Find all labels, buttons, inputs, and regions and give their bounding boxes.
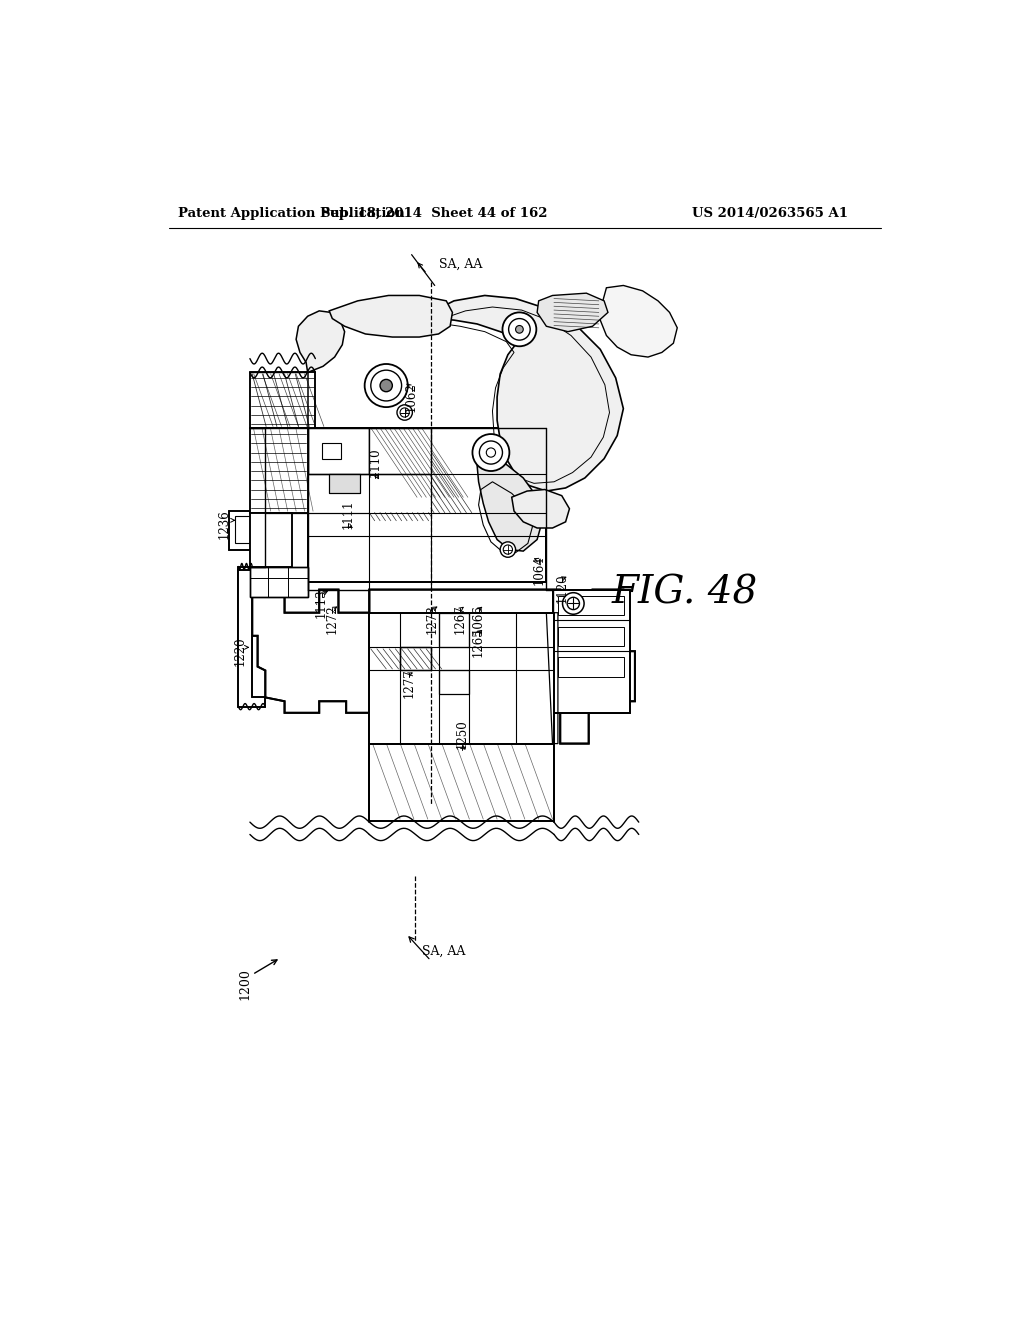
Bar xyxy=(370,428,431,474)
Bar xyxy=(370,743,554,821)
Text: Sep. 18, 2014  Sheet 44 of 162: Sep. 18, 2014 Sheet 44 of 162 xyxy=(322,207,548,220)
Bar xyxy=(307,428,370,474)
Bar xyxy=(307,428,370,474)
Bar xyxy=(250,428,307,512)
Bar xyxy=(322,444,341,459)
Text: FIG. 48: FIG. 48 xyxy=(611,576,758,612)
Circle shape xyxy=(397,405,413,420)
Text: 1200: 1200 xyxy=(238,968,251,999)
Polygon shape xyxy=(600,285,677,358)
Text: 1064: 1064 xyxy=(532,554,545,585)
Bar xyxy=(370,743,554,821)
Bar xyxy=(307,428,547,582)
Bar xyxy=(234,516,258,544)
Text: 1272: 1272 xyxy=(326,605,339,634)
Circle shape xyxy=(562,593,584,614)
Circle shape xyxy=(500,541,515,557)
Bar xyxy=(400,647,431,671)
Bar xyxy=(330,474,360,494)
Text: US 2014/0263565 A1: US 2014/0263565 A1 xyxy=(691,207,848,220)
Polygon shape xyxy=(239,566,252,659)
Bar xyxy=(553,590,630,713)
Bar xyxy=(250,566,307,597)
Circle shape xyxy=(515,326,523,333)
Text: SA, AA: SA, AA xyxy=(422,945,465,958)
Circle shape xyxy=(503,313,537,346)
Bar xyxy=(330,474,360,494)
Bar xyxy=(250,428,307,512)
Circle shape xyxy=(365,364,408,407)
Bar xyxy=(558,627,625,645)
Text: 1110: 1110 xyxy=(369,447,382,478)
Circle shape xyxy=(380,379,392,392)
Polygon shape xyxy=(330,296,453,337)
Text: 1113: 1113 xyxy=(315,589,328,618)
Bar xyxy=(307,428,547,582)
Polygon shape xyxy=(296,312,345,372)
Text: 1265: 1265 xyxy=(472,627,485,657)
Bar xyxy=(400,647,431,671)
Text: Patent Application Publication: Patent Application Publication xyxy=(178,207,406,220)
Text: 1062: 1062 xyxy=(406,383,418,412)
Text: SA, AA: SA, AA xyxy=(438,259,482,271)
Bar xyxy=(250,566,307,597)
Bar xyxy=(558,595,625,615)
Bar xyxy=(370,612,554,743)
Bar xyxy=(250,512,292,566)
Polygon shape xyxy=(431,296,624,491)
Polygon shape xyxy=(538,293,608,331)
Bar xyxy=(558,657,625,677)
Bar xyxy=(250,372,315,428)
Polygon shape xyxy=(252,590,635,743)
Text: 1220: 1220 xyxy=(233,636,247,667)
Text: 1066: 1066 xyxy=(472,605,485,634)
Bar xyxy=(438,612,469,647)
Bar xyxy=(370,612,554,743)
Polygon shape xyxy=(239,570,265,706)
Text: 1267: 1267 xyxy=(454,605,467,634)
Text: 1277: 1277 xyxy=(402,669,416,698)
Text: 1236: 1236 xyxy=(218,510,231,539)
Bar xyxy=(250,372,315,428)
Polygon shape xyxy=(512,490,569,528)
Polygon shape xyxy=(229,511,265,558)
Text: 1278: 1278 xyxy=(426,605,439,634)
Bar xyxy=(553,590,630,713)
Circle shape xyxy=(472,434,509,471)
Text: 1111: 1111 xyxy=(341,499,354,529)
Text: 1120: 1120 xyxy=(555,573,568,603)
Bar xyxy=(438,671,469,693)
Text: 1250: 1250 xyxy=(455,719,468,750)
Polygon shape xyxy=(477,451,543,552)
Bar xyxy=(250,512,292,566)
